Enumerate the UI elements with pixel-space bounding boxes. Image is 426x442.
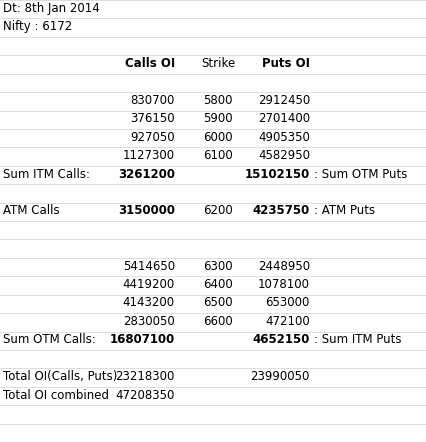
Text: 4582950: 4582950 [257,149,309,162]
Text: 6300: 6300 [203,259,232,273]
Text: 2701400: 2701400 [257,112,309,125]
Text: : ATM Puts: : ATM Puts [313,204,374,217]
Text: 6600: 6600 [203,315,232,328]
Text: 2448950: 2448950 [257,259,309,273]
Text: 376150: 376150 [130,112,175,125]
Text: 23990050: 23990050 [250,370,309,383]
Text: 47208350: 47208350 [115,389,175,401]
Text: Total OI combined: Total OI combined [3,389,109,401]
Text: 1078100: 1078100 [257,278,309,291]
Text: 15102150: 15102150 [244,168,309,180]
Text: 5900: 5900 [203,112,232,125]
Text: 5800: 5800 [203,94,232,107]
Text: Strike: Strike [200,57,235,70]
Text: 6200: 6200 [203,204,232,217]
Text: 4235750: 4235750 [252,204,309,217]
Text: Sum ITM Calls:: Sum ITM Calls: [3,168,90,180]
Text: Total OI(Calls, Puts): Total OI(Calls, Puts) [3,370,117,383]
Text: Nifty : 6172: Nifty : 6172 [3,20,72,33]
Text: 1127300: 1127300 [123,149,175,162]
Text: 6500: 6500 [203,297,232,309]
Text: 4143200: 4143200 [123,297,175,309]
Text: Sum OTM Calls:: Sum OTM Calls: [3,333,96,346]
Text: 2912450: 2912450 [257,94,309,107]
Text: 16807100: 16807100 [109,333,175,346]
Text: 6000: 6000 [203,131,232,144]
Text: : Sum OTM Puts: : Sum OTM Puts [313,168,406,180]
Text: : Sum ITM Puts: : Sum ITM Puts [313,333,400,346]
Text: Calls OI: Calls OI [124,57,175,70]
Text: 6400: 6400 [203,278,232,291]
Text: 927050: 927050 [130,131,175,144]
Text: 3150000: 3150000 [118,204,175,217]
Text: ATM Calls: ATM Calls [3,204,60,217]
Text: 4905350: 4905350 [258,131,309,144]
Text: 472100: 472100 [265,315,309,328]
Text: Puts OI: Puts OI [262,57,309,70]
Text: 3261200: 3261200 [118,168,175,180]
Text: 830700: 830700 [130,94,175,107]
Text: 4419200: 4419200 [122,278,175,291]
Text: 6100: 6100 [203,149,232,162]
Text: 4652150: 4652150 [252,333,309,346]
Text: 23218300: 23218300 [115,370,175,383]
Text: Dt: 8th Jan 2014: Dt: 8th Jan 2014 [3,2,100,15]
Text: 2830050: 2830050 [123,315,175,328]
Text: 653000: 653000 [265,297,309,309]
Text: 5414650: 5414650 [123,259,175,273]
